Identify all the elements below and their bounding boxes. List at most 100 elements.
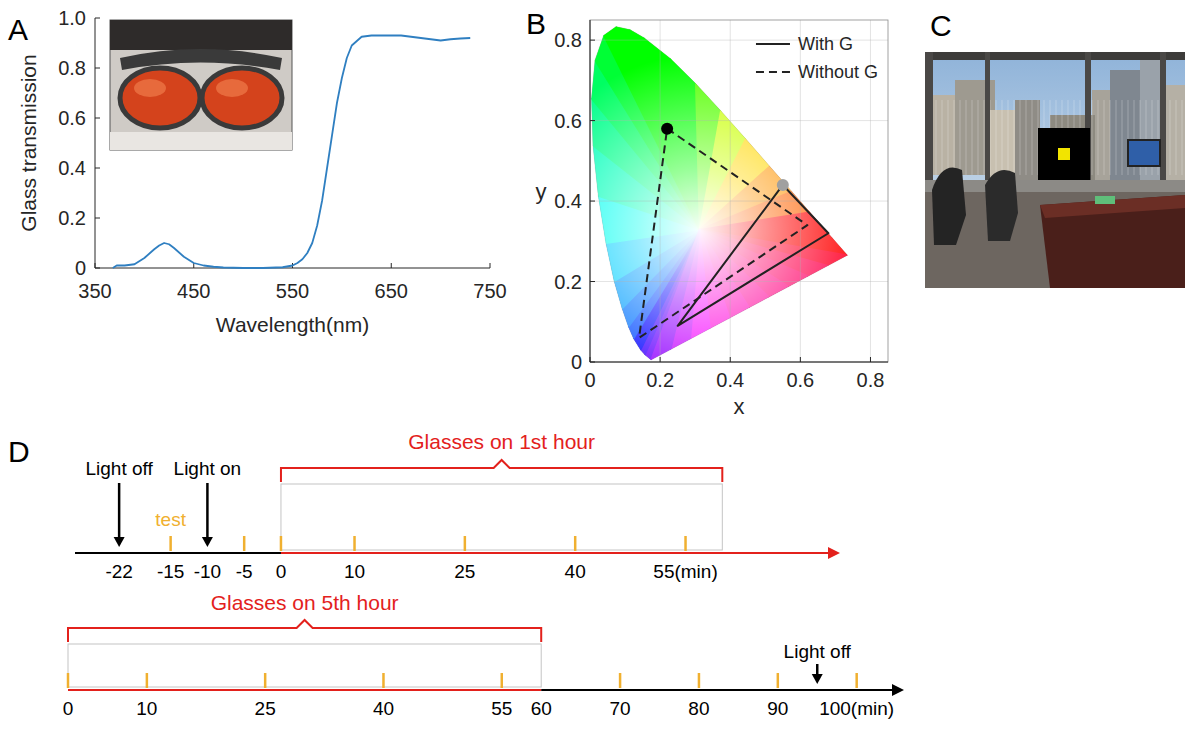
vertex-dot [777,179,789,191]
time-tick-label: 0 [276,561,287,582]
glasses-interval [281,484,722,550]
test-tick [684,536,687,551]
goggle-lens [120,68,200,128]
time-axis [75,552,281,554]
building-window [954,100,955,175]
ceiling [925,52,1185,60]
legend-swatch [756,43,790,45]
time-tick-label: -15 [157,561,184,582]
x-tick-label: 550 [276,280,309,302]
photo-frame [110,20,292,150]
building-window [1092,100,1093,175]
x-tick [95,263,96,268]
window-mullion [925,52,933,187]
panel-letter: A [8,13,28,46]
test-tick [243,536,246,551]
y-axis-title: y [536,179,547,204]
building-window [1122,100,1123,175]
grid-line [730,20,731,362]
building-window [1182,100,1183,175]
sky [925,52,1185,288]
time-tick-label: 60 [531,698,552,719]
x-tick-label: 0.8 [857,369,885,391]
time-tick-label: 10 [136,698,157,719]
window-sill [925,180,1185,192]
legend-label: Without G [798,62,878,82]
y-tick-label: 0.6 [554,110,582,132]
goggle-frame [120,49,282,70]
building-window [1104,100,1105,175]
grid-line [590,362,888,363]
x-tick [870,357,871,362]
building-window [1176,100,1177,175]
glasses-label: Glasses on 1st hour [408,430,595,453]
event-label: Light off [86,458,154,479]
axis-arrow [828,547,840,559]
building-window [1110,100,1111,175]
time-tick-label: 40 [565,561,586,582]
x-tick-label: 750 [473,280,506,302]
glasses-bracket [281,460,722,482]
building-window [984,100,985,175]
y-tick [590,362,595,363]
building-window [1098,100,1099,175]
time-tick-label: 25 [454,561,475,582]
x-tick-label: 0.6 [786,369,814,391]
grid-line [590,120,888,121]
office-photo [925,52,1185,288]
legend-swatch [756,71,790,73]
y-tick-label: 0.4 [58,157,86,179]
x-tick [660,357,661,362]
x-tick-label: 0.2 [646,369,674,391]
y-tick-label: 0.4 [554,190,582,212]
building-window [972,100,973,175]
panel-letter: C [930,9,952,42]
y-tick [95,268,100,269]
photo-strap [110,20,292,50]
y-tick [590,201,595,202]
time-axis [541,689,892,691]
event-arrowhead [114,537,125,547]
x-tick [730,357,731,362]
test-tick [382,673,385,688]
y-tick-label: 0 [571,351,582,373]
y-tick [95,18,100,19]
stimulus-background [1038,128,1090,180]
test-tick [501,673,504,688]
event-arrowhead [812,674,823,684]
building-window [960,100,961,175]
time-tick-label: 25 [255,698,276,719]
goggle-lens [202,68,282,128]
y-tick [590,120,595,121]
chair [985,170,1018,241]
y-tick-label: 0 [75,257,86,279]
x-tick-label: 0 [584,369,595,391]
event-arrowhead [202,537,213,547]
building-window [1170,100,1171,175]
building-window [1026,100,1027,175]
y-tick [95,218,100,219]
test-tick [264,673,267,688]
grid-line [590,201,888,202]
monitor [1128,140,1160,166]
building-window [936,100,937,175]
y-axis [590,20,591,362]
grid-line [590,20,591,362]
time-tick-label: 80 [688,698,709,719]
time-tick-label: 55(min) [653,561,717,582]
building-window [942,100,943,175]
timeline: Glasses on 1st hourtest-22-15-10-5010254… [75,430,840,582]
y-tick-label: 0.8 [58,57,86,79]
y-tick-label: 0.6 [58,107,86,129]
legend-label: With G [798,34,853,54]
x-axis-title: Wavelength(nm) [216,313,369,336]
event-arrow [206,483,209,537]
y-axis [95,18,96,268]
time-tick-label: 70 [610,698,631,719]
y-tick [95,168,100,169]
y-tick-label: 1.0 [58,7,86,29]
test-tick [574,536,577,551]
axis-arrow [892,684,904,696]
test-tick [619,673,622,688]
time-tick-label: 0 [63,698,74,719]
